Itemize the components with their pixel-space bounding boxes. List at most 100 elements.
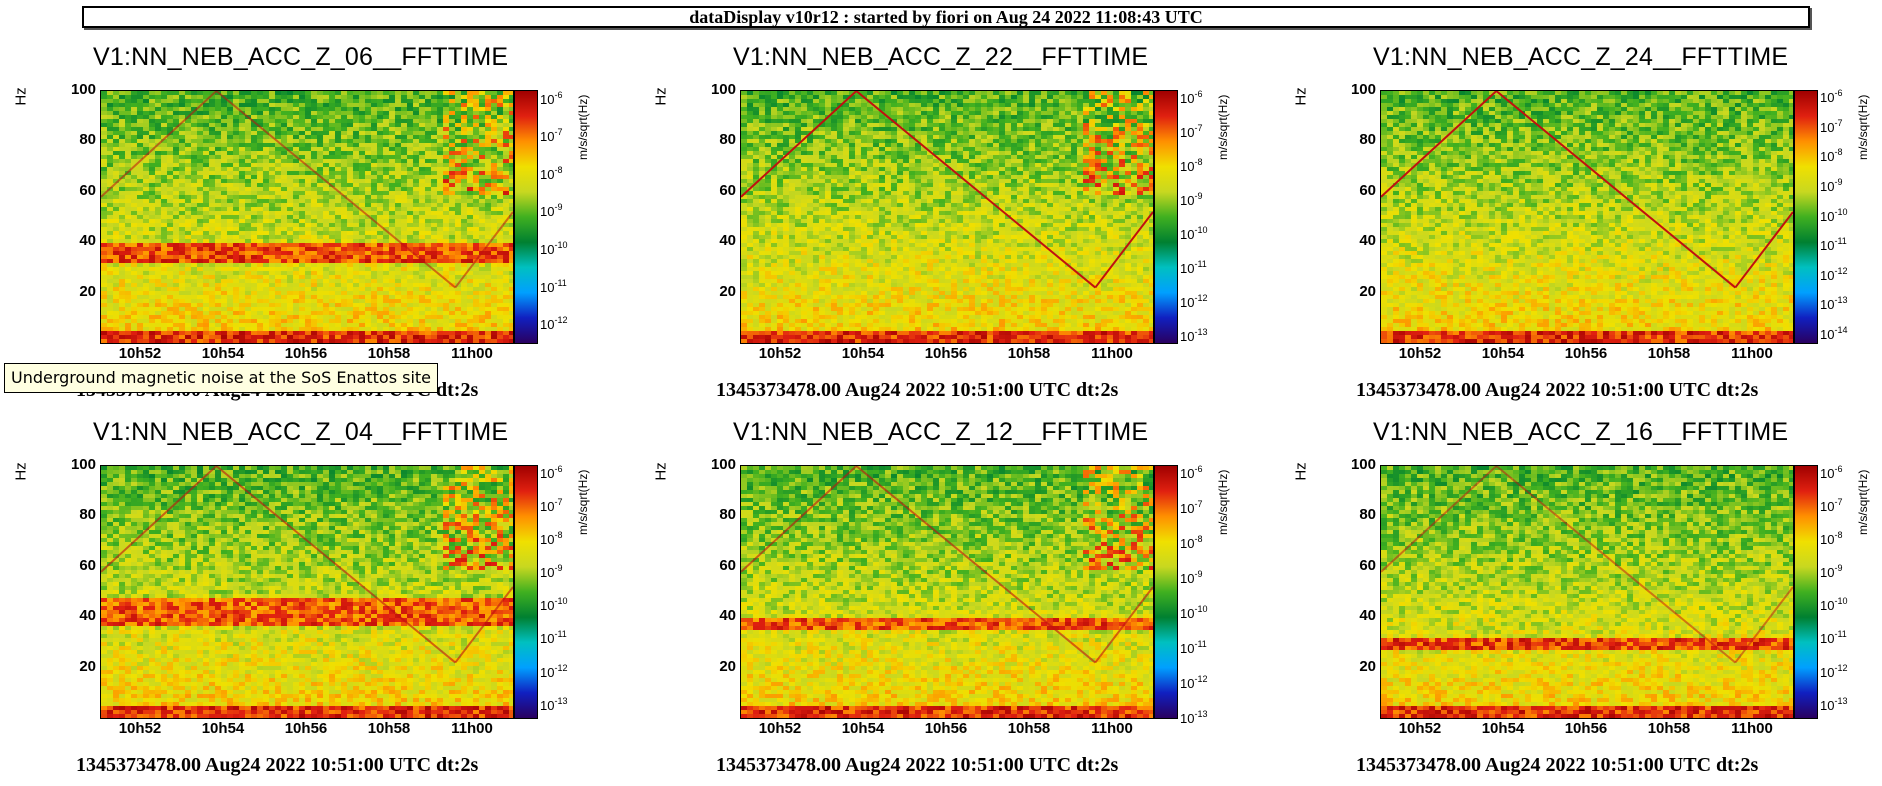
y-tick-label: 100 [1340, 456, 1376, 473]
colorbar-tick-label: 10-6 [1180, 464, 1202, 481]
y-tick-label: 20 [60, 283, 96, 300]
x-tick-label: 10h54 [833, 345, 893, 362]
x-tick-label: 10h58 [1639, 345, 1699, 362]
spectrogram-plot [740, 465, 1154, 719]
spectrogram-plot [740, 90, 1154, 344]
colorbar [514, 465, 538, 719]
colorbar-tick-label: 10-7 [540, 497, 562, 514]
colorbar-unit: m/s/sqrt(Hz) [1216, 95, 1230, 160]
y-tick-label: 40 [700, 232, 736, 249]
colorbar-tick-label: 10-8 [540, 165, 562, 182]
y-tick-label: 20 [1340, 658, 1376, 675]
colorbar-tick-label: 10-12 [1180, 674, 1207, 691]
y-tick-label: 80 [700, 506, 736, 523]
y-tick-label: 40 [700, 607, 736, 624]
x-tick-label: 11h00 [1722, 345, 1782, 362]
y-tick-label: 80 [1340, 131, 1376, 148]
x-tick-label: 11h00 [1082, 345, 1142, 362]
x-tick-label: 10h52 [750, 720, 810, 737]
colorbar [1154, 90, 1178, 344]
x-tick-label: 10h56 [276, 345, 336, 362]
x-tick-label: 11h00 [1082, 720, 1142, 737]
colorbar-tick-label: 10-10 [540, 596, 567, 613]
colorbar-tick-label: 10-8 [1820, 530, 1842, 547]
x-tick-label: 10h58 [1639, 720, 1699, 737]
x-tick-label: 11h00 [442, 345, 502, 362]
panel-footer: 1345373478.00 Aug24 2022 10:51:00 UTC dt… [1356, 754, 1758, 777]
x-tick-label: 10h58 [359, 345, 419, 362]
colorbar-tick-label: 10-6 [540, 464, 562, 481]
colorbar-tick-label: 10-13 [540, 696, 567, 713]
colorbar-tick-label: 10-11 [1180, 639, 1207, 656]
x-tick-label: 10h54 [1473, 720, 1533, 737]
colorbar [1794, 465, 1818, 719]
colorbar-tick-label: 10-9 [1180, 569, 1202, 586]
x-tick-label: 10h52 [750, 345, 810, 362]
x-tick-label: 11h00 [1722, 720, 1782, 737]
y-tick-label: 80 [1340, 506, 1376, 523]
y-axis-label: Hz [1293, 462, 1310, 480]
colorbar [1154, 465, 1178, 719]
chirp-line [101, 91, 218, 198]
y-tick-label: 80 [60, 506, 96, 523]
spectrogram-plot [1380, 465, 1794, 719]
chirp-line [1495, 91, 1736, 289]
y-tick-label: 40 [1340, 607, 1376, 624]
colorbar [1794, 90, 1818, 344]
colorbar-tick-label: 10-6 [540, 90, 562, 107]
spectrogram-plot [1380, 90, 1794, 344]
chirp-line [454, 586, 513, 664]
colorbar-tick-label: 10-10 [1180, 604, 1207, 621]
spectrogram-plot [100, 90, 514, 344]
colorbar-unit: m/s/sqrt(Hz) [1216, 470, 1230, 535]
y-tick-label: 40 [1340, 232, 1376, 249]
panel-title: V1:NN_NEB_ACC_Z_16__FFTTIME [1373, 418, 1788, 447]
panel-footer: 1345373478.00 Aug24 2022 10:51:00 UTC dt… [76, 754, 478, 777]
colorbar-tick-label: 10-10 [1820, 596, 1847, 613]
y-tick-label: 20 [700, 658, 736, 675]
spectrogram-plot [100, 465, 514, 719]
x-tick-label: 10h56 [1556, 720, 1616, 737]
tooltip: Underground magnetic noise at the SoS En… [4, 363, 439, 393]
colorbar-tick-label: 10-8 [540, 530, 562, 547]
chirp-line [1381, 466, 1498, 573]
colorbar-unit: m/s/sqrt(Hz) [1856, 470, 1870, 535]
y-axis-label: Hz [653, 87, 670, 105]
panel-footer: 1345373478.00 Aug24 2022 10:51:00 UTC dt… [1356, 379, 1758, 402]
colorbar-tick-label: 10-12 [1820, 663, 1847, 680]
colorbar-tick-label: 10-6 [1180, 89, 1202, 106]
colorbar-tick-label: 10-14 [1820, 325, 1847, 342]
chirp-line [855, 466, 1096, 664]
x-tick-label: 10h54 [1473, 345, 1533, 362]
chirp-line [215, 91, 456, 289]
colorbar-tick-label: 10-11 [1820, 236, 1847, 253]
colorbar-tick-label: 10-12 [1820, 266, 1847, 283]
y-tick-label: 60 [1340, 182, 1376, 199]
chirp-line [1495, 466, 1736, 664]
colorbar-tick-label: 10-8 [1180, 534, 1202, 551]
colorbar-tick-label: 10-12 [540, 663, 567, 680]
y-tick-label: 60 [700, 557, 736, 574]
panel-footer: 1345373478.00 Aug24 2022 10:51:00 UTC dt… [716, 379, 1118, 402]
colorbar-tick-label: 10-6 [1820, 464, 1842, 481]
colorbar-tick-label: 10-13 [1820, 696, 1847, 713]
colorbar-tick-label: 10-9 [1180, 191, 1202, 208]
y-axis-label: Hz [13, 462, 30, 480]
colorbar-tick-label: 10-12 [1180, 293, 1207, 310]
chirp-line [741, 91, 858, 198]
y-tick-label: 100 [60, 81, 96, 98]
y-tick-label: 100 [60, 456, 96, 473]
chirp-line [855, 91, 1096, 289]
x-tick-label: 10h54 [833, 720, 893, 737]
colorbar-unit: m/s/sqrt(Hz) [576, 95, 590, 160]
x-tick-label: 10h58 [359, 720, 419, 737]
panel-title: V1:NN_NEB_ACC_Z_24__FFTTIME [1373, 43, 1788, 72]
y-tick-label: 60 [60, 182, 96, 199]
y-tick-label: 60 [1340, 557, 1376, 574]
colorbar-tick-label: 10-6 [1820, 88, 1842, 105]
x-tick-label: 10h54 [193, 345, 253, 362]
x-tick-label: 10h52 [110, 345, 170, 362]
y-tick-label: 40 [60, 607, 96, 624]
x-tick-label: 10h56 [916, 720, 976, 737]
colorbar-unit: m/s/sqrt(Hz) [1856, 95, 1870, 160]
